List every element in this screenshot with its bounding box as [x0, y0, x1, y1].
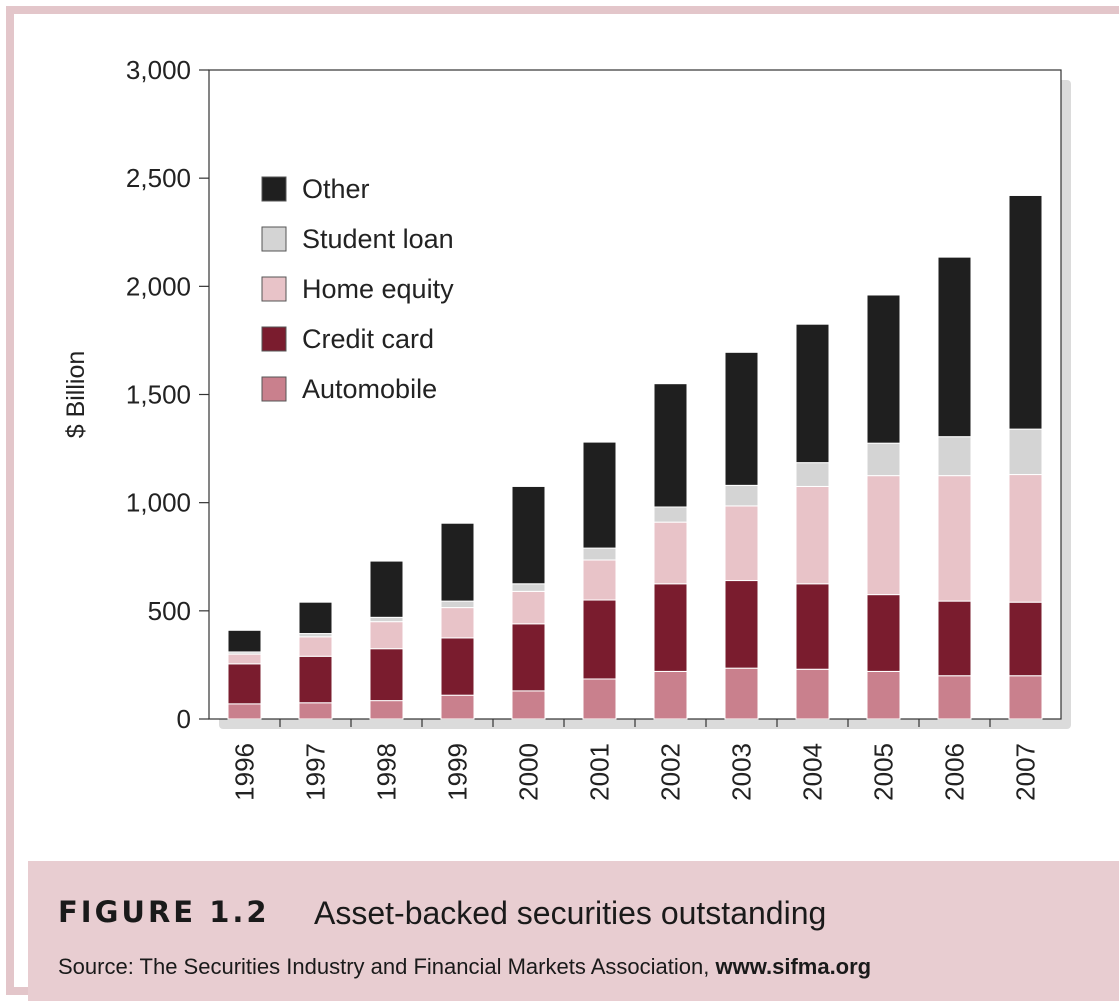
- y-tick-label: 2,500: [126, 163, 191, 193]
- x-tick-label: 1997: [301, 743, 331, 801]
- x-tick-label: 2007: [1011, 743, 1041, 801]
- bar-segment-other: [866, 294, 901, 444]
- bar-segment-other: [511, 485, 546, 585]
- y-tick-label: 1,000: [126, 488, 191, 518]
- y-tick-label: 3,000: [126, 55, 191, 85]
- bar-segment-automobile: [227, 703, 262, 720]
- plot-frame: [208, 69, 1062, 720]
- bar-segment-automobile: [724, 667, 759, 720]
- x-tick-label: 2003: [727, 743, 757, 801]
- bar-segment-home-equity: [582, 559, 617, 601]
- bar-segment-automobile: [937, 675, 972, 720]
- bar-segment-student-loan: [866, 442, 901, 477]
- bar-segment-other: [227, 629, 262, 653]
- y-axis-label: $ Billion: [62, 351, 90, 439]
- figure-frame: 0 500 1,000 1,500 2,000 2,500 3,000 $ Billion 19…: [6, 6, 1119, 1001]
- bar-segment-home-equity: [795, 485, 830, 585]
- source-note: Source: The Securities Industry and Fina…: [58, 954, 871, 980]
- bar-segment-home-equity: [511, 590, 546, 625]
- figure-label: FIGURE 1.2: [58, 895, 270, 929]
- bar-segment-automobile: [795, 668, 830, 720]
- bar-segment-other: [724, 351, 759, 486]
- bar-segment-credit-card: [582, 599, 617, 680]
- bar-segment-credit-card: [937, 600, 972, 677]
- bar-segment-student-loan: [369, 616, 404, 623]
- stacked-bar-chart: 0 500 1,000 1,500 2,000 2,500 3,000 $ Billion 19…: [62, 55, 1071, 801]
- bar-segment-credit-card: [369, 648, 404, 702]
- y-tick-label: 2,000: [126, 271, 191, 301]
- bar-segment-home-equity: [653, 521, 688, 585]
- bar-segment-automobile: [653, 670, 688, 720]
- x-tick-label: 2005: [869, 743, 899, 801]
- bar-segment-credit-card: [653, 583, 688, 672]
- bar-segment-other: [440, 522, 475, 602]
- legend-label: Other: [302, 174, 370, 204]
- bar-segment-student-loan: [937, 436, 972, 477]
- figure-title: Asset-backed securities outstanding: [314, 895, 827, 931]
- bar-segment-home-equity: [937, 475, 972, 602]
- bar-segment-automobile: [511, 690, 546, 720]
- bar-segment-student-loan: [653, 506, 688, 523]
- bar-segment-credit-card: [511, 623, 546, 692]
- bar-segment-other: [1008, 194, 1043, 430]
- bar-segment-automobile: [369, 700, 404, 720]
- source-link[interactable]: www.sifma.org: [715, 954, 872, 979]
- y-tick-label: 1,500: [126, 380, 191, 410]
- legend-swatch: [261, 326, 287, 352]
- bar-segment-home-equity: [298, 636, 333, 657]
- x-tick-label: 2002: [656, 743, 686, 801]
- x-tick-label: 2000: [514, 743, 544, 801]
- bar-segment-home-equity: [227, 653, 262, 665]
- bar-segment-automobile: [582, 678, 617, 720]
- bar-segment-other: [937, 256, 972, 438]
- bar-segment-home-equity: [1008, 474, 1043, 603]
- bar-segment-credit-card: [440, 637, 475, 696]
- bar-segment-home-equity: [866, 475, 901, 596]
- bar-segment-other: [653, 383, 688, 508]
- bar-segment-home-equity: [440, 607, 475, 639]
- x-tick-label: 1996: [230, 743, 260, 801]
- bar-segment-home-equity: [369, 621, 404, 650]
- y-tick-label: 500: [148, 596, 191, 626]
- legend-label: Home equity: [302, 274, 454, 304]
- x-tick-label: 2004: [798, 743, 828, 801]
- bar-segment-automobile: [866, 670, 901, 720]
- bar-segment-credit-card: [1008, 601, 1043, 677]
- bar-segment-other: [795, 323, 830, 464]
- figure-caption: FIGURE 1.2 Asset-backed securities outst…: [28, 861, 1119, 1001]
- x-tick-label: 1998: [372, 743, 402, 801]
- legend-swatch: [261, 376, 287, 402]
- bar-segment-student-loan: [724, 484, 759, 507]
- bar-segment-student-loan: [795, 462, 830, 487]
- bar-segment-student-loan: [582, 547, 617, 561]
- legend-swatch: [261, 176, 287, 202]
- bar-segment-home-equity: [724, 505, 759, 582]
- bar-segment-automobile: [298, 702, 333, 720]
- bar-segment-student-loan: [511, 583, 546, 592]
- bar-segment-credit-card: [724, 580, 759, 669]
- bar-segment-automobile: [440, 694, 475, 720]
- bar-segment-other: [298, 601, 333, 635]
- x-tick-label: 1999: [443, 743, 473, 801]
- bar-segment-credit-card: [866, 594, 901, 672]
- legend-label: Credit card: [302, 324, 434, 354]
- bar-segment-credit-card: [298, 655, 333, 704]
- x-tick-label: 2006: [940, 743, 970, 801]
- y-tick-label: 0: [177, 704, 191, 734]
- legend-label: Student loan: [302, 224, 454, 254]
- source-prefix: Source: The Securities Industry and Fina…: [58, 954, 716, 979]
- bar-segment-student-loan: [440, 600, 475, 609]
- bar-segment-credit-card: [795, 583, 830, 670]
- legend-swatch: [261, 276, 287, 302]
- bar-segment-automobile: [1008, 675, 1043, 720]
- x-tick-label: 2001: [585, 743, 615, 801]
- bar-segment-other: [582, 441, 617, 549]
- bar-segment-student-loan: [1008, 428, 1043, 476]
- legend-label: Automobile: [302, 374, 437, 404]
- chart-area: 0 500 1,000 1,500 2,000 2,500 3,000 $ Billion 19…: [14, 14, 1119, 859]
- bar-segment-other: [369, 560, 404, 618]
- legend-swatch: [261, 226, 287, 252]
- bar-segment-credit-card: [227, 663, 262, 705]
